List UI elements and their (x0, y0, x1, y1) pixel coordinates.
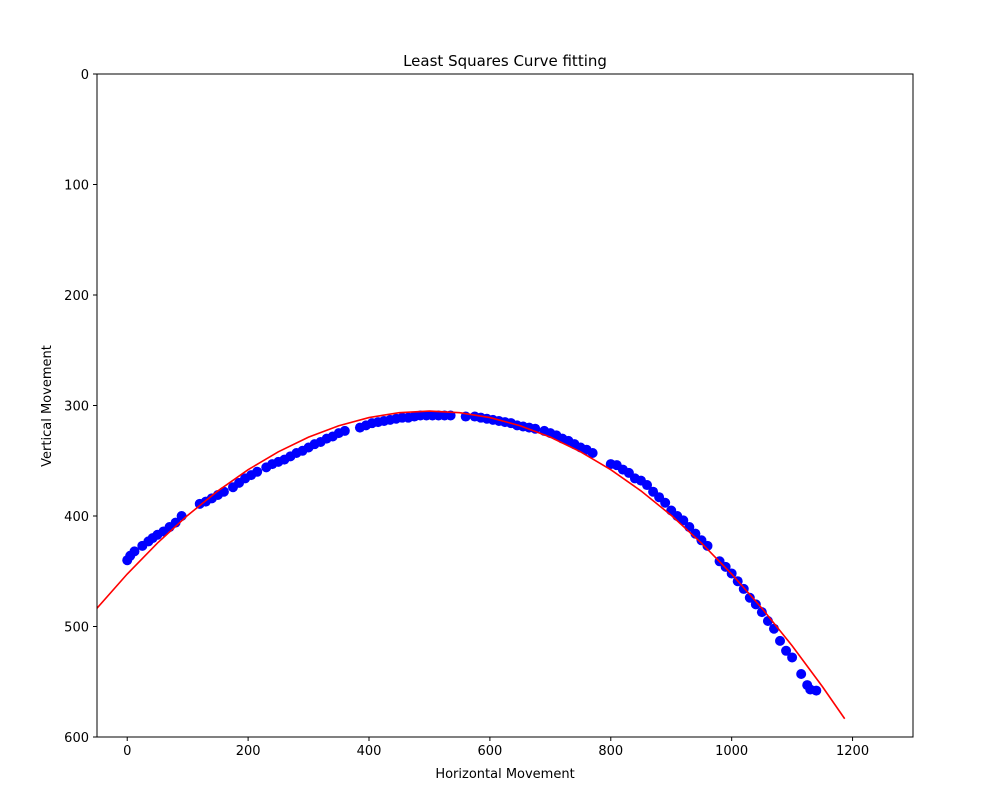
x-tick-label: 1200 (836, 744, 869, 759)
point (702, 540, 713, 551)
chart-title: Least Squares Curve fitting (403, 52, 607, 70)
y-tick-label: 500 (64, 621, 89, 636)
point (129, 546, 140, 557)
y-tick-label: 0 (81, 68, 89, 83)
point (339, 425, 350, 436)
point (775, 635, 786, 646)
point (781, 645, 792, 656)
point (587, 448, 598, 459)
x-axis-label: Horizontal Movement (435, 767, 574, 782)
x-tick-label: 1000 (715, 744, 748, 759)
point (744, 592, 755, 603)
x-tick-label: 600 (477, 744, 502, 759)
point (660, 497, 671, 508)
x-tick-label: 0 (123, 744, 131, 759)
fit-line (97, 410, 846, 720)
y-tick-label: 100 (64, 179, 89, 194)
x-tick-label: 400 (357, 744, 382, 759)
point (787, 652, 798, 663)
x-tick-label: 800 (598, 744, 623, 759)
x-tick-label: 200 (236, 744, 261, 759)
axes-frame (96, 73, 914, 738)
y-tick-label: 200 (64, 289, 89, 304)
axes: 0 200 400 600 800 1000 1200 0 100 200 300 400 500 600 (64, 68, 914, 759)
point (642, 480, 653, 491)
point (756, 607, 767, 618)
y-axis-label: Vertical Movement (40, 345, 55, 467)
point (678, 515, 689, 526)
y-tick-label: 400 (64, 510, 89, 525)
point (252, 466, 263, 477)
y-tick-label: 600 (64, 731, 89, 746)
point (750, 599, 761, 610)
point (176, 511, 187, 521)
point (811, 685, 822, 696)
y-tick-label: 300 (64, 400, 89, 415)
plot-area (97, 410, 846, 720)
point (796, 669, 807, 680)
